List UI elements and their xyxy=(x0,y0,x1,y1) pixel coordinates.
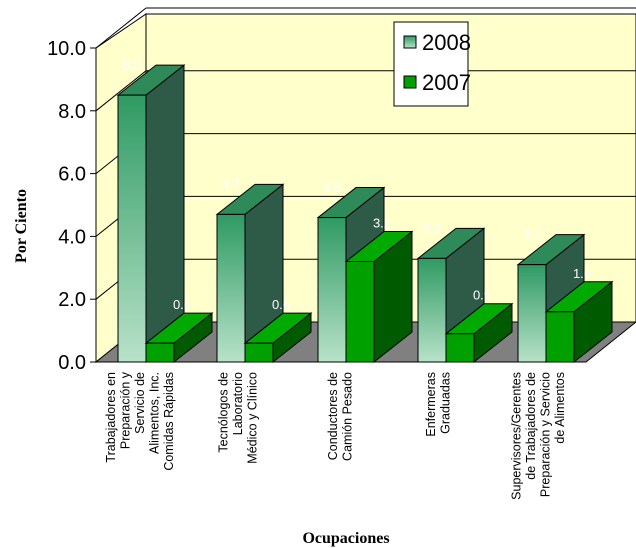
legend-label-2008: 2008 xyxy=(422,30,471,55)
bar-2007 xyxy=(544,280,614,364)
category-label-line: Preparación y Servicio xyxy=(538,372,552,497)
legend-swatch-2007 xyxy=(403,75,417,89)
category-labels: Trabajadores en Preparación y Servicio de A… xyxy=(104,371,567,500)
legend: 2008 2007 xyxy=(393,21,471,107)
category-label-line: Trabajadores en xyxy=(104,372,118,463)
y-axis-ticks: 0.0 2.0 4.0 6.0 8.0 10.0 xyxy=(47,38,96,374)
data-label-2008: 8.5 xyxy=(123,57,141,72)
y-tick-label: 8.0 xyxy=(58,101,86,123)
y-tick-label: 0.0 xyxy=(58,352,86,374)
category-label-line: Comidas Rápidas xyxy=(162,372,176,471)
gridline-side xyxy=(95,7,147,49)
data-label-2008: 3.3 xyxy=(423,220,441,235)
data-label-2008: 4.7 xyxy=(222,176,240,191)
bar-2007 xyxy=(243,312,313,364)
category-label: Enfermeras Graduadas xyxy=(424,372,453,437)
bars xyxy=(116,64,614,364)
data-label-2007: 1.6 xyxy=(573,266,591,281)
data-label-2007: 3.2 xyxy=(373,216,391,231)
category-label-line: de Trabajadores de xyxy=(524,372,538,480)
legend-swatch-2008 xyxy=(403,35,417,49)
category-label: Supervisores/Gerentes de Trabajadores de P… xyxy=(509,372,567,500)
gridline-side xyxy=(95,70,147,112)
legend-label-2007: 2007 xyxy=(422,70,471,95)
category-label: Conductores de Camión Pesado xyxy=(326,372,355,461)
y-tick-label: 4.0 xyxy=(58,226,86,248)
category-label-line: Conductores de xyxy=(326,372,340,460)
category-label-line: Preparación y xyxy=(119,371,133,449)
category-label: Trabajadores en Preparación y Servicio de A… xyxy=(104,371,176,470)
category-label-line: Graduadas xyxy=(438,372,452,434)
category-label-line: Médico y Clínico xyxy=(246,372,260,464)
data-label-2008: 3.1 xyxy=(523,227,541,242)
y-tick-label: 10.0 xyxy=(47,38,86,60)
category-label-line: Camión Pesado xyxy=(340,372,354,461)
data-label-2008: 4.6 xyxy=(323,180,341,195)
data-label-2007: 0.6 xyxy=(272,297,290,312)
category-label-line: Laboratorio xyxy=(231,372,245,435)
data-label-2007: 0.9 xyxy=(473,288,491,303)
y-tick-label: 2.0 xyxy=(58,289,86,311)
bar-2008 xyxy=(215,183,285,364)
data-labels: 8.5 0.6 4.7 0.6 4.6 3.2 3.3 0.9 3.1 1.6 xyxy=(123,57,591,312)
bar-2007 xyxy=(444,302,514,364)
y-tick-label: 6.0 xyxy=(58,164,86,186)
y-axis-title: Por Ciento xyxy=(13,189,30,263)
category-label-line: Servicio de xyxy=(133,372,147,434)
category-label-line: Tecnólogos de xyxy=(217,372,231,453)
bar-2007 xyxy=(144,312,214,364)
x-axis-title: Ocupaciones xyxy=(302,530,389,547)
data-label-2007: 0.6 xyxy=(173,297,191,312)
category-label-line: de Alimentos xyxy=(553,372,567,444)
category-label: Tecnólogos de Laboratorio Médico y Clínico xyxy=(217,372,260,464)
category-label-line: Supervisores/Gerentes xyxy=(509,372,523,500)
category-label-line: Enfermeras xyxy=(424,372,438,437)
bar-2008 xyxy=(116,64,186,364)
bar-2007 xyxy=(344,230,414,364)
category-label-line: Alimentos, Inc. xyxy=(148,372,162,454)
